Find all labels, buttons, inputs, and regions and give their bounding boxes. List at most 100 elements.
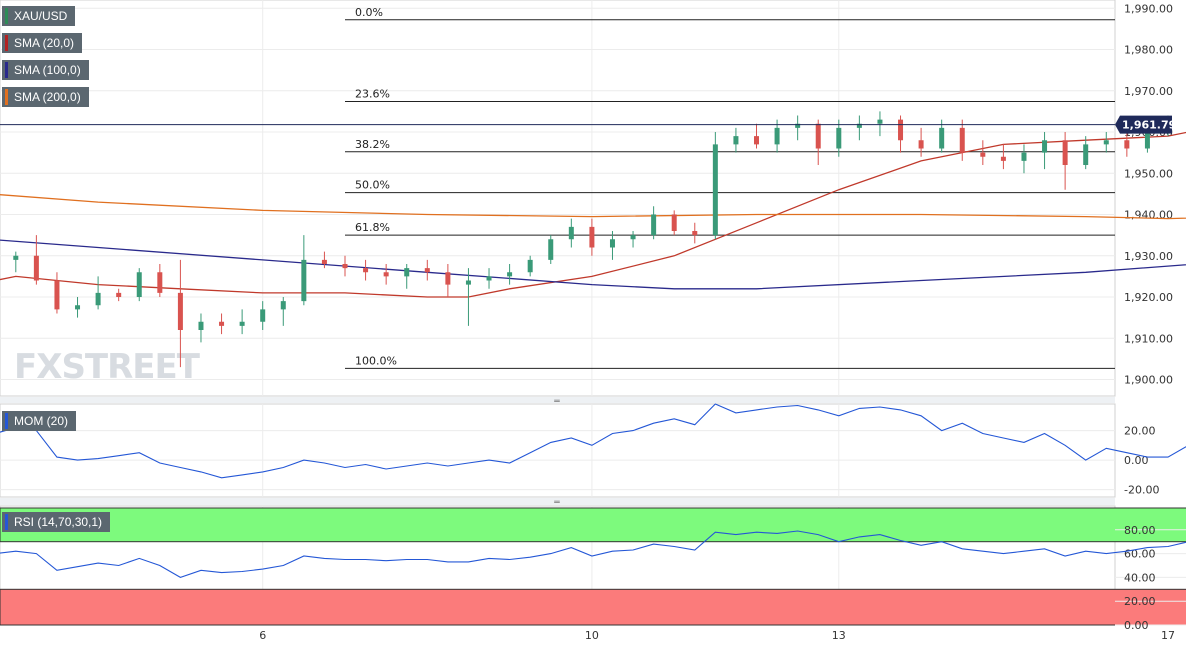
candle [301,235,307,306]
y-tick-label: 40.00 [1124,571,1156,584]
candle-body [980,152,986,157]
candle-body [33,255,39,281]
candle [712,132,718,240]
candle-body [568,226,574,240]
candle [363,259,369,281]
candle-body [445,272,451,285]
x-tick-label: 13 [832,629,846,642]
candle-body [465,280,471,285]
pane-divider [0,397,1115,403]
candle-body [136,272,142,297]
candle-body [733,136,739,145]
candle [198,313,204,343]
candle-body [1083,144,1089,165]
y-tick-label: 0.00 [1124,454,1149,467]
candle [177,259,183,368]
candle [918,127,924,157]
candle-body [363,268,369,273]
candle [157,264,163,297]
candle [75,297,81,318]
candle [507,264,513,285]
candle [136,268,142,302]
x-tick-label: 17 [1161,629,1175,642]
rsi-overbought-zone [0,507,1186,543]
pane-resize-handle: ═ [553,498,560,508]
candle [445,264,451,297]
y-tick-label: 1,900.00 [1124,374,1173,387]
legend-swatch [5,35,8,51]
y-tick-label: 80.00 [1124,524,1156,537]
y-tick-label: 1,940.00 [1124,209,1173,222]
candle-body [219,321,225,326]
legend-swatch [5,514,8,530]
candle [774,119,780,153]
candle [527,255,533,277]
candle [692,222,698,244]
rsi-line [0,530,1186,579]
candle-body [1000,156,1006,161]
candle-body [1042,140,1048,153]
legend-sma-100[interactable]: SMA (100,0) [2,60,89,80]
candle-body [404,268,410,277]
candle [342,255,348,277]
candle [795,115,801,141]
candle-body [630,235,636,240]
candle [939,119,945,153]
candle-body [795,123,801,128]
candle-body [116,292,122,297]
x-tick-label: 6 [259,629,266,642]
x-tick-label: 10 [585,629,599,642]
legend-label: SMA (20,0) [14,36,75,50]
candle [1000,144,1006,170]
current-price-label: 1,961.79 [1122,119,1176,132]
candle-body [1103,140,1109,145]
fib-label: 100.0% [355,354,397,367]
candle [116,288,122,302]
pane-divider [0,498,1115,505]
y-tick-label: 20.00 [1124,425,1156,438]
candle [219,313,225,335]
candle-body [157,272,163,293]
legend-sma-200[interactable]: SMA (200,0) [2,87,89,107]
candle-body [280,301,286,310]
y-tick-label: 1,910.00 [1124,332,1173,345]
candle [548,235,554,264]
legend-xauusd[interactable]: XAU/USD [2,6,76,26]
candle-body [527,259,533,273]
y-tick-label: 1,920.00 [1124,291,1173,304]
y-tick-label: 1,970.00 [1124,85,1173,98]
candle [671,210,677,236]
candle-body [1144,127,1150,149]
candle [404,264,410,289]
legend-sma-20[interactable]: SMA (20,0) [2,33,83,53]
watermark-logo: FXSTREET [14,347,201,387]
candle [1021,144,1027,174]
candle [856,115,862,141]
fib-label: 0.0% [355,6,383,19]
candle [651,206,657,240]
sma-line [0,131,1186,298]
candle-body [877,119,883,124]
sma-line [0,239,1186,290]
y-tick-label: 20.00 [1124,595,1156,608]
legend-momentum[interactable]: MOM (20) [2,411,76,431]
candle [54,272,60,314]
candle [980,140,986,165]
rsi-oversold-zone [0,588,1186,626]
legend-label: MOM (20) [14,414,68,428]
candle [836,119,842,157]
legend-rsi[interactable]: RSI (14,70,30,1) [2,512,111,532]
candle-body [548,239,554,260]
candle [589,218,595,256]
candle [898,115,904,153]
candle [280,297,286,326]
pane-resize-handle: ═ [553,397,560,407]
candle-body [856,123,862,128]
current-price-badge [1115,115,1172,134]
candle-body [918,140,924,149]
candle-body [1124,140,1130,149]
candle-body [671,214,677,231]
candle-body [959,127,965,153]
